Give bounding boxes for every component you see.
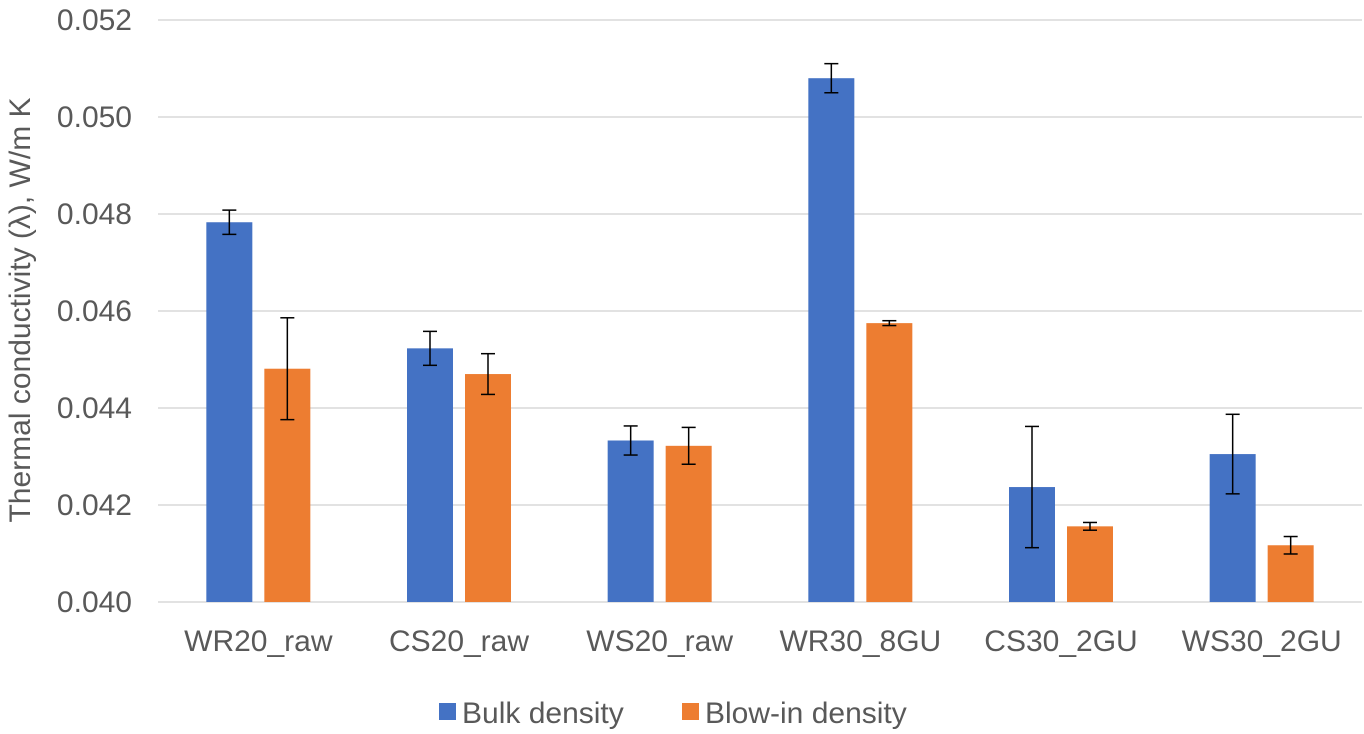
bar-blow-in-density-cs30_2gu: [1067, 526, 1113, 602]
x-tick-label: WS30_2GU: [1182, 625, 1342, 658]
x-tick-label: WR30_8GU: [779, 625, 941, 658]
error-bar: [423, 330, 437, 367]
error-bar: [824, 62, 839, 94]
legend-item: Blow-in density: [682, 697, 907, 730]
bar-bulk-density-wr30_8gu: [808, 78, 855, 602]
x-tick-label: CS30_2GU: [984, 625, 1137, 658]
bar-bulk-density-ws20_raw: [607, 440, 654, 602]
bar-blow-in-density-ws20_raw: [665, 445, 712, 602]
legend: Bulk density Blow-in density: [439, 697, 907, 730]
legend-swatch: [682, 703, 699, 720]
error-bar: [1283, 535, 1298, 555]
error-bar: [623, 425, 638, 456]
error-bars: [222, 62, 1298, 555]
bars: [206, 78, 1314, 602]
y-axis-label: Thermal conductivity (λ), W/m K: [4, 97, 37, 522]
y-tick-label: 0.048: [57, 198, 132, 231]
bar-bulk-density-cs20_raw: [407, 348, 453, 602]
error-bar: [681, 426, 696, 466]
x-tick-label: WR20_raw: [184, 625, 333, 658]
bar-blow-in-density-cs20_raw: [465, 374, 511, 602]
error-bar: [1083, 521, 1097, 531]
legend-item: Bulk density: [439, 697, 624, 730]
error-bar: [1025, 425, 1039, 549]
error-bar: [1225, 413, 1240, 495]
legend-label: Blow-in density: [705, 697, 907, 730]
y-tick-label: 0.044: [57, 392, 132, 425]
error-bar: [481, 352, 495, 396]
legend-label: Bulk density: [462, 697, 624, 730]
y-tick-label: 0.050: [57, 101, 132, 134]
bar-blow-in-density-wr30_8gu: [866, 323, 913, 602]
y-axis-ticks: 0.040 0.042 0.044 0.046 0.048 0.050 0.052: [57, 4, 132, 619]
x-tick-label: CS20_raw: [389, 625, 529, 658]
y-tick-label: 0.052: [57, 4, 132, 37]
legend-swatch: [439, 703, 456, 720]
gridlines: [158, 19, 1362, 603]
y-tick-label: 0.042: [57, 489, 132, 522]
x-axis-ticks: WR20_raw CS20_raw WS20_raw WR30_8GU CS30_2GU…: [184, 625, 1342, 658]
y-tick-label: 0.040: [57, 586, 132, 619]
x-tick-label: WS20_raw: [586, 625, 733, 658]
error-bar: [882, 319, 897, 327]
y-tick-label: 0.046: [57, 295, 132, 328]
bar-bulk-density-wr20_raw: [206, 222, 253, 602]
error-bar: [280, 317, 295, 421]
error-bar: [222, 209, 237, 236]
